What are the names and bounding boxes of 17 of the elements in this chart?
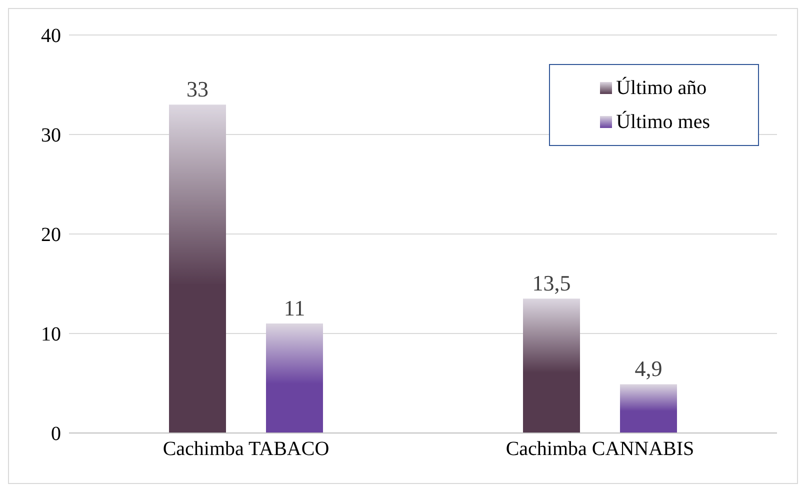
bar <box>169 104 226 433</box>
y-tick-label: 20 <box>41 224 61 246</box>
data-label: 11 <box>284 296 306 321</box>
data-label: 4,9 <box>634 356 662 382</box>
bar <box>266 324 323 433</box>
legend-label: Último año <box>616 76 707 101</box>
x-tick-label: Cachimba CANNABIS <box>506 438 694 460</box>
data-label: 13,5 <box>532 270 571 296</box>
y-tick-label: 40 <box>41 25 61 48</box>
x-tick-label: Cachimba TABACO <box>162 438 330 460</box>
legend-label: Último mes <box>616 110 710 135</box>
bar <box>523 298 580 433</box>
y-tick-label: 30 <box>41 124 61 147</box>
y-tick-label: 10 <box>41 324 61 346</box>
bar <box>620 384 677 433</box>
data-label: 33 <box>186 76 208 102</box>
y-tick-label: 0 <box>51 423 61 446</box>
